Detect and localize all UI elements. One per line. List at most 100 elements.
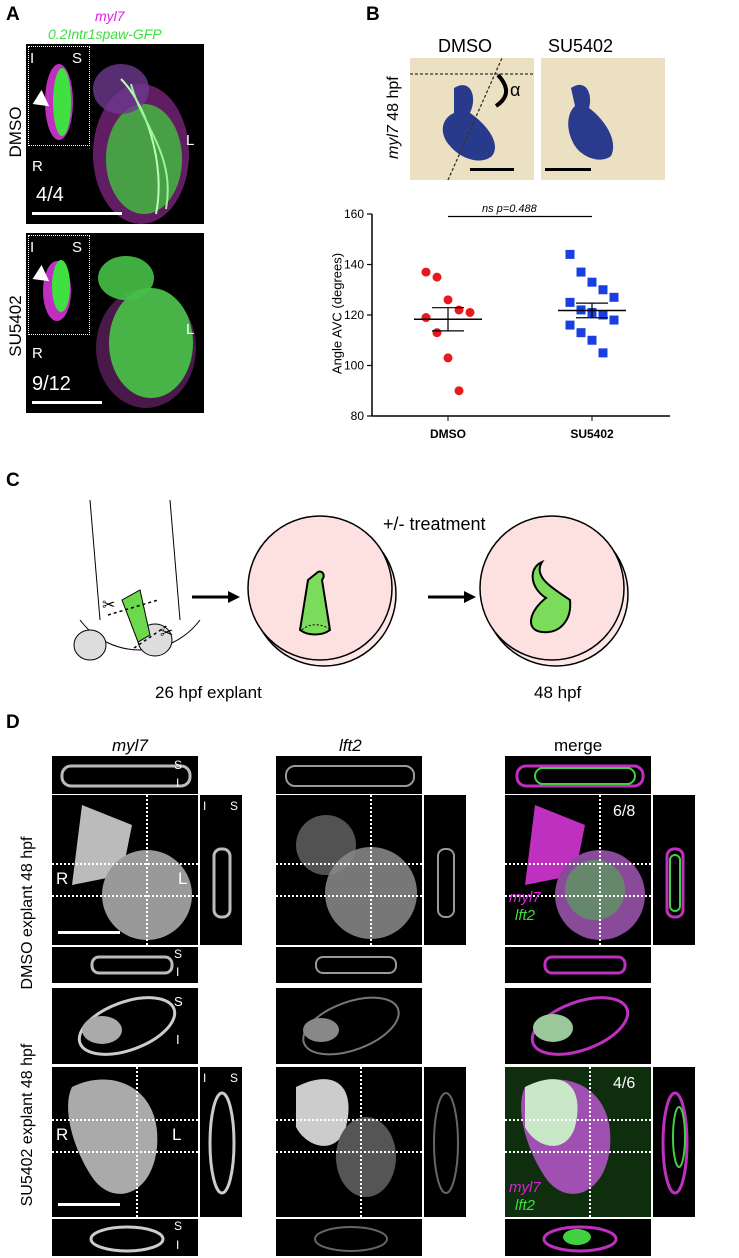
label-r: R [32, 345, 43, 362]
count-su5402: 9/12 [32, 373, 71, 395]
image-a-dmso: I S R L 4/4 [26, 44, 204, 224]
data-point [465, 307, 475, 317]
inset-i: I [30, 239, 35, 256]
y-tick-label: 100 [344, 359, 364, 373]
photo-title-dmso: DMSO [438, 36, 492, 56]
dish-right [479, 515, 629, 667]
scale-bar [32, 401, 102, 404]
scale-bar [32, 212, 122, 215]
svg-text:✂: ✂ [160, 625, 173, 642]
y-tick-label: 140 [344, 258, 364, 272]
row-label-dmso-explant: DMSO explant 48 hpf [19, 836, 36, 990]
crosshair-v [370, 795, 372, 945]
stage: 48 hpf [385, 76, 402, 121]
strip-bottom-lft2 [276, 947, 422, 983]
row-label-dmso: DMSO [6, 106, 25, 158]
label-s: S [230, 1071, 239, 1085]
data-point [576, 328, 586, 338]
panel-letter-c: C [6, 470, 20, 491]
data-point [443, 295, 453, 305]
data-point [598, 285, 608, 295]
label-i: I [176, 965, 180, 979]
label-i: I [176, 1032, 180, 1047]
angle-chart: 80 100 120 140 160 DMSO SU5402 [344, 207, 670, 441]
crosshair-h [52, 1119, 198, 1121]
panel-letter-a: A [6, 4, 20, 25]
data-point [432, 272, 442, 282]
data-point [565, 249, 575, 259]
data-point [454, 305, 464, 315]
scale-bar [58, 931, 120, 934]
merge-legend-lft2: lft2 [515, 907, 536, 924]
data-point [609, 292, 619, 302]
photo-dmso: α [410, 58, 534, 180]
crosshair-v [599, 795, 601, 945]
x-tick-label: SU5402 [570, 427, 614, 441]
strip-top-lft2-su [276, 988, 422, 1064]
crosshair-h [505, 1151, 651, 1153]
merge-legend-lft2: lft2 [515, 1197, 536, 1214]
crosshair-v [146, 795, 148, 945]
side-strip-myl7: I S [200, 795, 242, 945]
scale-bar [58, 1203, 120, 1206]
label-i: I [176, 1238, 180, 1252]
label-r: R [56, 869, 69, 888]
row-label-su5402: SU5402 [6, 295, 25, 357]
strip-bottom-merge-su [505, 1219, 651, 1256]
label-l: L [178, 869, 188, 888]
crosshair-v [589, 1067, 591, 1217]
strip-bottom-merge [505, 947, 651, 983]
crosshair-h [505, 895, 651, 897]
label-l: L [172, 1125, 182, 1144]
side-strip-lft2-su [424, 1067, 466, 1217]
label-r: R [56, 1125, 69, 1144]
x-tick-label: DMSO [430, 427, 466, 441]
photo-title-su5402: SU5402 [548, 36, 614, 56]
main-dmso-myl7: R L [52, 795, 198, 945]
crosshair-h [276, 863, 422, 865]
data-point [598, 348, 608, 358]
caption-48hpf: 48 hpf [534, 683, 582, 702]
photo-su5402 [541, 58, 665, 180]
main-su-myl7: R L [52, 1067, 198, 1217]
explant-diagram: ✂ ✂ [73, 499, 629, 667]
label-i: I [203, 1071, 207, 1085]
merge-legend-myl7: myl7 [509, 889, 541, 906]
strip-top-lft2 [276, 756, 422, 794]
strip-top-myl7: S I [52, 756, 198, 794]
main-su-merge: 4/6 myl7 lft2 [505, 1067, 651, 1217]
label-l: L [186, 132, 195, 149]
main-dmso-lft2 [276, 795, 422, 945]
label-i: I [203, 799, 207, 813]
significance-label: ns p=0.488 [482, 203, 537, 215]
crosshair-v [136, 1067, 138, 1217]
crosshair-v [360, 1067, 362, 1217]
crosshair-h [52, 1151, 198, 1153]
col-title-myl7: myl7 [112, 736, 148, 755]
side-strip-myl7-su: I S [200, 1067, 242, 1217]
heart-dmso-render [93, 64, 189, 224]
label-s: S [230, 799, 239, 813]
data-point [565, 297, 575, 307]
data-point [432, 328, 442, 338]
image-a-su5402: I S R L 9/12 [26, 233, 204, 413]
data-point [587, 335, 597, 345]
y-tick-label: 120 [344, 308, 364, 322]
label-s: S [174, 994, 183, 1009]
inset-box [28, 46, 90, 146]
strip-top-merge [505, 756, 651, 794]
svg-text:✂: ✂ [102, 597, 115, 614]
data-point [421, 313, 431, 323]
label-i: I [176, 776, 180, 790]
row-label-su5402-explant: SU5402 explant 48 hpf [19, 1043, 36, 1207]
y-tick-label: 80 [351, 409, 365, 423]
inset-box [28, 235, 90, 335]
label-l: L [186, 321, 195, 338]
main-su-lft2 [276, 1067, 422, 1217]
merge-legend-myl7: myl7 [509, 1179, 541, 1196]
crosshair-h [52, 863, 198, 865]
count-su-explant: 4/6 [613, 1075, 636, 1092]
col-title-lft2: lft2 [339, 736, 362, 755]
side-strip-merge [653, 795, 695, 945]
crosshair-h [505, 1119, 651, 1121]
